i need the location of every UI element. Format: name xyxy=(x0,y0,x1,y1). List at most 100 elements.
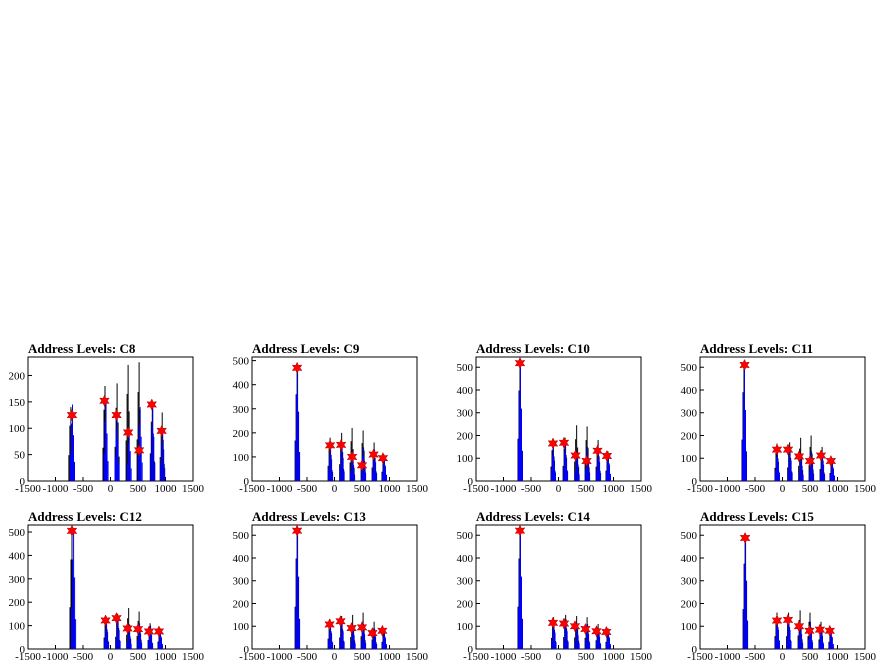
y-tick-label: 500 xyxy=(233,530,250,542)
x-tick-label: 500 xyxy=(578,483,595,495)
x-tick-label: 1500 xyxy=(406,651,429,663)
x-tick-label: -1500 xyxy=(239,483,265,495)
y-tick-label: 200 xyxy=(681,598,698,610)
peak-marker-star xyxy=(569,620,581,633)
x-tick-label: -500 xyxy=(73,651,94,663)
peak-marker-star xyxy=(291,361,303,374)
panel-c9: Address Levels: C9-1500 -1000 -500 0 500 1000… xyxy=(233,341,429,495)
x-tick-label: 500 xyxy=(802,651,819,663)
y-tick-label: 300 xyxy=(681,576,698,588)
y-tick-label: 0 xyxy=(692,644,698,656)
y-tick-label: 500 xyxy=(681,530,698,542)
peak-marker-star xyxy=(122,622,133,635)
y-tick-label: 200 xyxy=(9,597,26,609)
x-tick-label: -1000 xyxy=(43,651,69,663)
plot-frame xyxy=(27,524,194,650)
y-tick-label: 200 xyxy=(457,430,474,442)
x-tick-label: 0 xyxy=(108,651,114,663)
y-tick-label: 100 xyxy=(457,621,474,633)
x-tick-label: 0 xyxy=(780,651,786,663)
peak-marker-star xyxy=(547,437,559,450)
peak-marker-star xyxy=(514,356,526,370)
x-tick-label: -1000 xyxy=(491,483,517,495)
x-tick-label: -1000 xyxy=(715,483,741,495)
peak-marker-star xyxy=(782,443,794,456)
peak-marker-star xyxy=(514,524,526,537)
y-tick-label: 200 xyxy=(9,370,26,382)
peak-marker-star xyxy=(133,444,145,457)
y-tick-label: 0 xyxy=(468,476,474,488)
peak-marker-star xyxy=(592,444,603,457)
x-tick-label: 0 xyxy=(780,483,786,495)
x-tick-label: 0 xyxy=(332,651,338,663)
x-tick-label: -500 xyxy=(745,651,766,663)
x-tick-label: 1000 xyxy=(155,651,178,663)
x-tick-label: -1000 xyxy=(491,651,517,663)
peak-marker-star xyxy=(367,626,378,640)
peak-marker-star xyxy=(356,459,368,472)
y-tick-label: 200 xyxy=(233,598,250,610)
panel-title: Address Levels: C13 xyxy=(252,509,366,524)
x-tick-label: 1000 xyxy=(827,483,850,495)
x-tick-label: 1500 xyxy=(630,651,653,663)
y-tick-label: 400 xyxy=(9,550,26,562)
panel-title: Address Levels: C15 xyxy=(700,509,814,524)
x-tick-label: -500 xyxy=(73,483,94,495)
x-tick-label: 1000 xyxy=(379,483,402,495)
x-tick-label: 1000 xyxy=(603,483,626,495)
plot-frame xyxy=(251,356,418,482)
y-tick-label: 300 xyxy=(457,576,474,588)
y-tick-label: 150 xyxy=(9,397,26,409)
y-tick-label: 200 xyxy=(233,428,250,440)
peak-marker-star xyxy=(815,449,827,462)
peak-marker-star xyxy=(335,615,346,628)
peak-marker-star xyxy=(100,614,111,627)
peak-marker-star xyxy=(825,454,837,468)
y-tick-label: 300 xyxy=(457,408,474,420)
x-tick-label: 500 xyxy=(354,483,371,495)
y-tick-label: 300 xyxy=(233,404,250,416)
y-tick-label: 400 xyxy=(457,385,474,397)
x-tick-label: 0 xyxy=(556,483,562,495)
peak-marker-star xyxy=(111,612,122,625)
plot-frame xyxy=(475,524,642,650)
panel-c15: Address Levels: C15 -1500 -1000 -500 0 500 100… xyxy=(681,509,877,663)
y-tick-label: 100 xyxy=(9,423,26,435)
plot-frame xyxy=(475,356,642,482)
peak-marker-star xyxy=(771,614,783,627)
x-tick-label: 1000 xyxy=(155,483,178,495)
panel-c14: Address Levels: C14 -1500 -1000 -500 0 500 100… xyxy=(457,509,653,663)
x-tick-label: -500 xyxy=(521,483,542,495)
y-tick-label: 500 xyxy=(457,530,474,542)
x-tick-label: 500 xyxy=(354,651,371,663)
peak-marker-star xyxy=(153,625,165,638)
panel-title: Address Levels: C12 xyxy=(28,509,142,524)
x-tick-label: -1000 xyxy=(43,483,69,495)
panel-title: Address Levels: C11 xyxy=(700,341,813,356)
x-tick-label: 1500 xyxy=(630,483,653,495)
peak-marker-star xyxy=(804,454,816,468)
peak-marker-star xyxy=(558,436,570,449)
peak-marker-star xyxy=(377,451,389,465)
y-tick-label: 0 xyxy=(244,644,250,656)
x-tick-label: 1000 xyxy=(379,651,402,663)
peak-marker-star xyxy=(356,621,368,634)
peak-marker-star xyxy=(132,622,144,636)
x-tick-label: 500 xyxy=(130,651,147,663)
y-tick-label: 300 xyxy=(9,574,26,586)
peak-marker-star xyxy=(793,450,805,463)
x-tick-label: 1500 xyxy=(854,651,877,663)
peak-marker-star xyxy=(771,443,783,456)
peak-marker-star xyxy=(591,625,602,638)
y-tick-label: 0 xyxy=(20,644,26,656)
peak-marker-star xyxy=(814,623,826,636)
y-tick-label: 400 xyxy=(233,380,250,392)
x-tick-label: -500 xyxy=(745,483,766,495)
panel-c12: Address Levels: C12 -1500 -1000 -500 0 500 100… xyxy=(9,509,205,663)
y-tick-label: 200 xyxy=(457,598,474,610)
y-tick-label: 50 xyxy=(14,450,26,462)
y-tick-label: 500 xyxy=(9,527,26,539)
plot-frame xyxy=(699,356,866,482)
y-tick-label: 0 xyxy=(468,644,474,656)
